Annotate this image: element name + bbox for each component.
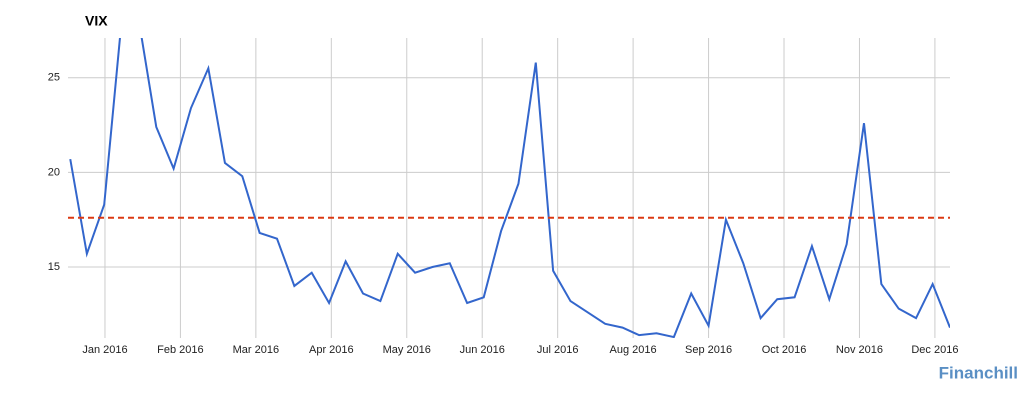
series-line <box>69 38 950 338</box>
x-tick-label: Nov 2016 <box>836 344 883 356</box>
x-tick-label: Oct 2016 <box>762 344 807 356</box>
x-tick-label: Aug 2016 <box>610 344 657 356</box>
y-tick-label: 15 <box>48 261 60 273</box>
chart-title: VIX <box>85 13 108 29</box>
x-tick-label: May 2016 <box>383 344 431 356</box>
x-tick-label: Feb 2016 <box>157 344 203 356</box>
x-tick-label: Jul 2016 <box>537 344 579 356</box>
x-tick-label: Apr 2016 <box>309 344 354 356</box>
plot-area <box>69 38 950 338</box>
y-tick-label: 20 <box>48 166 60 178</box>
watermark: Financhill <box>939 363 1018 382</box>
x-tick-label: Sep 2016 <box>685 344 732 356</box>
x-tick-label: Jun 2016 <box>460 344 505 356</box>
x-tick-label: Mar 2016 <box>233 344 279 356</box>
x-tick-label: Dec 2016 <box>911 344 958 356</box>
x-tick-label: Jan 2016 <box>82 344 127 356</box>
y-tick-label: 25 <box>48 72 60 84</box>
